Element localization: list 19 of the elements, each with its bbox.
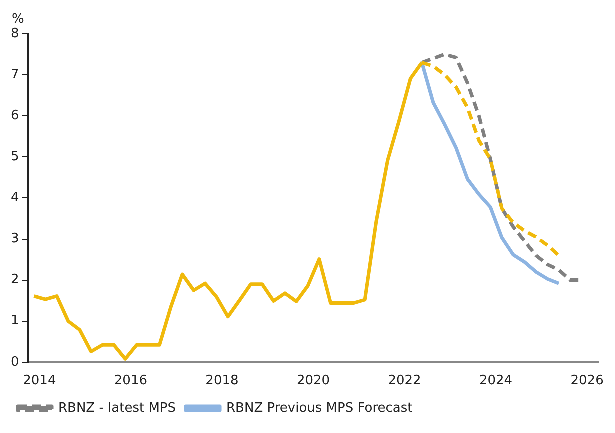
x-tick-label: 2024 <box>479 374 513 389</box>
x-tick-label: 2016 <box>114 374 148 389</box>
x-tick-label: 2022 <box>388 374 422 389</box>
legend-label: RBNZ - latest MPS <box>58 400 176 416</box>
x-tick-label: 2014 <box>23 374 56 389</box>
y-tick-label: 2 <box>10 272 20 288</box>
y-tick-label: 1 <box>10 314 20 329</box>
x-tick-label: 2020 <box>296 374 330 389</box>
legend-label: RBNZ Previous MPS Forecast <box>226 400 413 416</box>
y-tick-label: 6 <box>10 108 20 124</box>
y-tick-label: 4 <box>10 190 20 206</box>
y-axis-title: % <box>12 12 24 27</box>
x-tick-label: 2018 <box>206 374 239 389</box>
y-tick-label: 3 <box>10 232 20 247</box>
y-tick-label: 7 <box>10 67 20 82</box>
x-tick-label: 2026 <box>570 374 604 389</box>
y-tick-label: 0 <box>10 354 20 370</box>
y-tick-label: 8 <box>10 26 20 42</box>
y-tick-label: 5 <box>10 150 20 165</box>
